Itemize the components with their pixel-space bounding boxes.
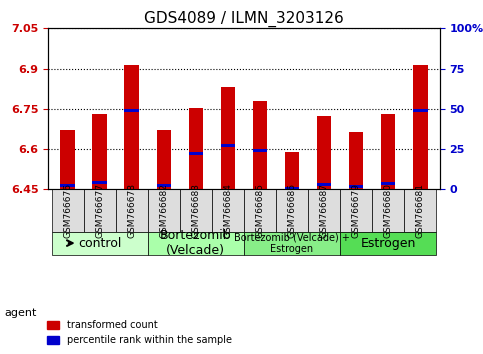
Bar (317, 183, 331, 185)
Bar (52, 232, 148, 255)
Bar (404, 189, 436, 232)
Bar (349, 132, 363, 189)
Bar (188, 108, 203, 189)
Text: GSM766687: GSM766687 (320, 183, 328, 238)
Bar (253, 101, 267, 189)
Bar (253, 149, 267, 152)
Bar (115, 189, 148, 232)
Bar (125, 109, 139, 112)
Bar (413, 65, 427, 189)
Bar (52, 189, 84, 232)
Bar (244, 189, 276, 232)
Bar (285, 187, 299, 189)
Title: GDS4089 / ILMN_3203126: GDS4089 / ILMN_3203126 (144, 11, 344, 27)
Bar (180, 189, 212, 232)
Text: control: control (78, 237, 121, 250)
Text: GSM766683: GSM766683 (191, 183, 200, 238)
Text: GSM766676: GSM766676 (63, 183, 72, 238)
Text: GSM766678: GSM766678 (127, 183, 136, 238)
Bar (340, 189, 372, 232)
Bar (244, 232, 340, 255)
Bar (125, 65, 139, 189)
Bar (349, 185, 363, 188)
Text: GSM766686: GSM766686 (287, 183, 297, 238)
Bar (156, 130, 171, 189)
Bar (340, 232, 436, 255)
Bar (276, 189, 308, 232)
Text: GSM766682: GSM766682 (159, 183, 168, 238)
Bar (308, 189, 340, 232)
Text: Bortezomib
(Velcade): Bortezomib (Velcade) (160, 229, 232, 257)
Text: agent: agent (5, 308, 37, 318)
Text: GSM766680: GSM766680 (384, 183, 393, 238)
Text: GSM766681: GSM766681 (416, 183, 425, 238)
Text: Estrogen: Estrogen (360, 237, 416, 250)
Text: GSM766677: GSM766677 (95, 183, 104, 238)
Text: Bortezomib (Velcade) +
Estrogen: Bortezomib (Velcade) + Estrogen (234, 233, 350, 254)
Bar (148, 232, 244, 255)
Bar (317, 116, 331, 189)
Bar (60, 184, 75, 187)
Bar (413, 109, 427, 112)
Text: GSM766679: GSM766679 (352, 183, 361, 238)
Bar (148, 189, 180, 232)
Bar (381, 114, 396, 189)
Legend: transformed count, percentile rank within the sample: transformed count, percentile rank withi… (43, 316, 236, 349)
Bar (221, 87, 235, 189)
Bar (60, 130, 75, 189)
Bar (92, 181, 107, 184)
Bar (92, 114, 107, 189)
Bar (372, 189, 404, 232)
Text: GSM766684: GSM766684 (223, 183, 232, 238)
Bar (285, 152, 299, 189)
Text: GSM766685: GSM766685 (256, 183, 265, 238)
Bar (84, 189, 115, 232)
Bar (381, 182, 396, 185)
Bar (156, 184, 171, 187)
Bar (221, 144, 235, 147)
Bar (188, 152, 203, 155)
Bar (212, 189, 244, 232)
